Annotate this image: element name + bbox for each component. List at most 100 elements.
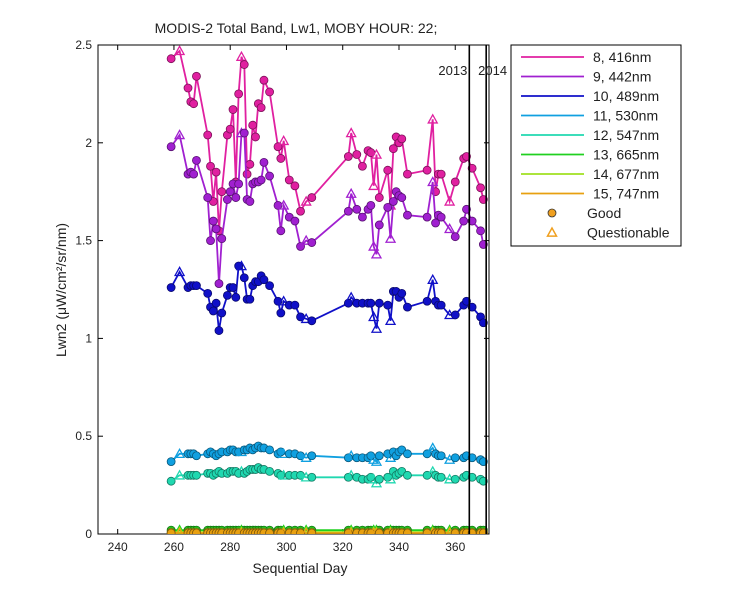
data-point-good	[296, 528, 305, 534]
data-point-good	[166, 457, 176, 467]
data-point-questionable	[278, 135, 290, 146]
data-point-good	[366, 200, 376, 210]
data-point-questionable	[384, 473, 397, 484]
data-point-good	[166, 54, 176, 64]
x-tick-label: 300	[276, 540, 296, 554]
data-point-good	[307, 528, 317, 534]
data-point-good	[228, 105, 238, 114]
data-point-questionable	[345, 187, 357, 198]
data-point-questionable	[427, 273, 439, 284]
data-point-good	[343, 152, 353, 161]
data-point-good	[436, 472, 446, 482]
y-tick-label: 2	[85, 136, 92, 150]
y-tick-label: 1	[85, 331, 92, 345]
year-label: 2013	[438, 63, 467, 78]
data-point-good	[436, 300, 446, 310]
data-point-good	[189, 169, 199, 179]
data-point-good	[478, 240, 488, 249]
data-point-good	[467, 302, 477, 312]
y-axis-label: Lwn2 (μW/cm²/sr/nm)	[53, 223, 69, 357]
data-point-good	[467, 453, 477, 463]
data-point-good	[217, 187, 227, 197]
data-point-good	[436, 212, 446, 222]
data-point-good	[265, 281, 274, 290]
x-tick-label: 260	[164, 540, 184, 554]
data-point-questionable	[368, 179, 380, 191]
legend-entry-label: 10, 489nm	[593, 88, 659, 104]
data-point-good	[248, 120, 258, 130]
data-point-good	[450, 232, 460, 242]
data-point-good	[374, 451, 384, 461]
data-point-good	[403, 449, 412, 459]
data-point-good	[431, 218, 440, 228]
data-point-good	[183, 83, 193, 93]
data-point-good	[290, 181, 300, 191]
data-point-good	[307, 472, 317, 482]
data-point-good	[388, 197, 398, 206]
data-point-questionable	[278, 295, 290, 306]
legend-entry-label: 14, 677nm	[593, 166, 659, 182]
data-point-good	[265, 528, 274, 534]
data-point-good	[217, 308, 227, 318]
data-point-questionable	[444, 223, 456, 234]
data-point-good	[206, 236, 215, 246]
data-point-good	[459, 216, 469, 226]
data-point-good	[383, 202, 393, 212]
data-point-good	[208, 216, 218, 226]
data-point-good	[256, 103, 266, 112]
data-point-questionable	[278, 199, 290, 210]
data-point-good	[265, 467, 274, 476]
data-point-good	[383, 165, 393, 175]
data-point-good	[276, 308, 286, 318]
data-point-good	[467, 472, 477, 482]
data-point-good	[383, 300, 393, 310]
data-point-questionable	[370, 455, 383, 466]
data-point-good	[450, 310, 460, 320]
data-point-good	[225, 124, 235, 134]
data-point-good	[388, 144, 398, 154]
legend-entry-label: 15, 747nm	[593, 186, 659, 202]
data-point-good	[374, 474, 384, 484]
data-point-good	[290, 300, 300, 310]
data-point-good	[265, 171, 274, 181]
data-point-questionable	[368, 311, 380, 322]
data-point-good	[166, 142, 176, 152]
data-point-questionable	[175, 527, 184, 534]
data-point-good	[208, 306, 218, 316]
data-point-good	[462, 296, 471, 306]
data-point-good	[225, 187, 235, 197]
y-tick-label: 0.5	[75, 429, 92, 443]
data-point-good	[478, 476, 488, 486]
legend-marker-label: Good	[587, 205, 621, 221]
x-tick-label: 320	[333, 540, 353, 554]
data-point-good	[374, 193, 384, 202]
data-point-good	[476, 226, 485, 236]
data-point-good	[478, 528, 488, 534]
data-point-good	[259, 275, 269, 285]
data-point-good	[290, 216, 300, 226]
data-point-good	[436, 451, 446, 461]
data-point-good	[222, 195, 232, 204]
data-point-good	[256, 175, 266, 185]
legend-box	[510, 44, 682, 247]
data-point-questionable	[368, 240, 380, 251]
data-point-good	[276, 154, 286, 163]
data-point-good	[189, 99, 199, 109]
data-point-good	[192, 71, 201, 81]
data-point-good	[276, 226, 286, 236]
x-tick-label: 340	[389, 540, 409, 554]
data-point-good	[222, 290, 232, 300]
chart-title: MODIS-2 Total Band, Lw1, MOBY HOUR: 22;	[155, 20, 438, 36]
data-point-good	[478, 318, 488, 328]
data-point-good	[234, 89, 244, 99]
y-tick-label: 2.5	[75, 38, 92, 52]
data-point-questionable	[384, 314, 397, 326]
x-axis-label: Sequential Day	[253, 560, 348, 576]
data-point-good	[450, 474, 460, 484]
data-point-good	[397, 193, 407, 202]
data-point-good	[192, 156, 201, 165]
data-point-good	[211, 298, 221, 308]
data-point-questionable	[173, 469, 186, 480]
data-point-good	[239, 60, 249, 69]
